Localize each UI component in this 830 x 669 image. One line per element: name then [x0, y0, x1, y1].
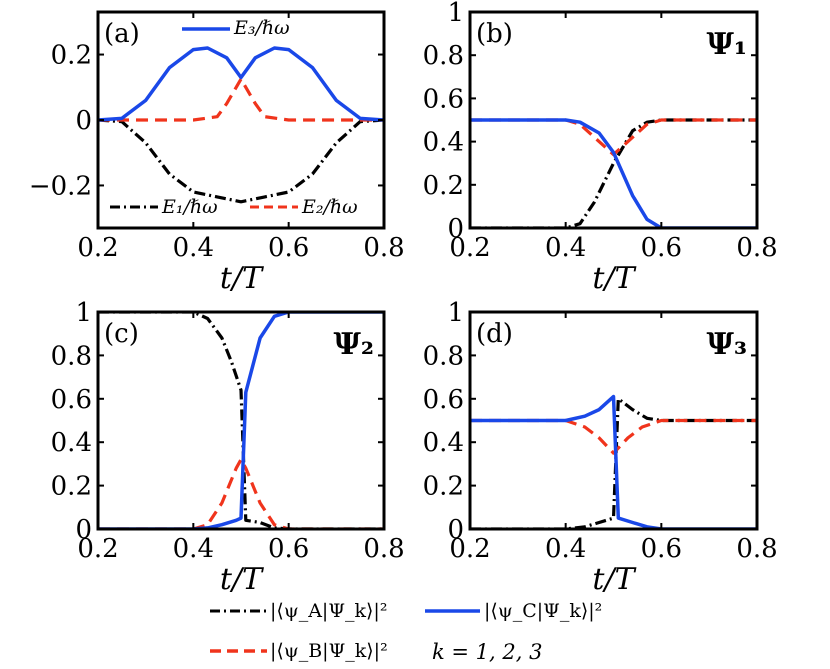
- ytick-label-d-3: 0.6: [423, 385, 464, 415]
- state-label-b: Ψ₁: [706, 27, 747, 62]
- x-axis-label-b: t/T: [592, 261, 636, 296]
- xtick-label-c-2: 0.6: [268, 534, 309, 564]
- xtick-label-a-2: 0.6: [268, 233, 309, 263]
- panel-label-a: (a): [104, 19, 140, 49]
- series-a-blue-solid: [98, 46, 384, 122]
- series-c-red-dashed: [98, 458, 384, 529]
- legend-label-a: |⟨ψ_A|Ψ_k⟩|²: [270, 600, 387, 622]
- panel-c: 0.2 0.4 0.6 0.800.20.40.60.81t/T(c) Ψ₂: [51, 298, 405, 597]
- axes-frame-b: [468, 10, 759, 230]
- series-a-black-dashdot: [98, 118, 384, 204]
- axes-frame-d: [468, 310, 759, 531]
- axes-frame-c: [96, 310, 386, 531]
- xtick-label-d-3: 0.8: [736, 534, 777, 564]
- series-b-blue-solid: [470, 118, 757, 228]
- xtick-label-d-2: 0.6: [641, 534, 682, 564]
- ytick-label-b-3: 0.6: [423, 84, 464, 114]
- legend-a-label-e1: E₁/ℏω: [161, 196, 218, 218]
- state-label-c: Ψ₂: [333, 327, 374, 362]
- ytick-label-c-4: 0.8: [51, 341, 92, 371]
- xtick-label-c-1: 0.4: [173, 534, 214, 564]
- panel-label-b: (b): [476, 19, 513, 49]
- ytick-label-b-4: 0.8: [423, 41, 464, 71]
- legend-note: k = 1, 2, 3: [432, 640, 542, 664]
- series-d-red-dashed: [470, 418, 757, 455]
- legend-a-label-e2: E₂/ℏω: [301, 196, 358, 218]
- xtick-label-c-3: 0.8: [363, 534, 404, 564]
- xtick-label-c-0: 0.2: [77, 534, 118, 564]
- x-axis-label-d: t/T: [592, 562, 636, 597]
- ytick-label-d-0: 0: [447, 515, 464, 545]
- ytick-label-b-2: 0.4: [423, 128, 464, 158]
- xtick-label-a-3: 0.8: [363, 233, 404, 263]
- ytick-label-a-0: −0.2: [29, 171, 92, 201]
- ytick-label-a-1: 0: [75, 106, 92, 136]
- panel-a: 0.2 0.4 0.6 0.8 −0.2 0 0.2 t/T (a) E₃/ℏω E₁/ℏω E₂/ℏ…: [29, 10, 405, 296]
- panel-label-d: (d): [476, 319, 513, 349]
- series-group-b: [470, 118, 757, 228]
- ytick-label-c-0: 0: [75, 515, 92, 545]
- ytick-label-c-3: 0.6: [51, 385, 92, 415]
- ytick-label-d-4: 0.8: [423, 341, 464, 371]
- panel-label-c: (c): [104, 319, 139, 349]
- ytick-label-d-5: 1: [447, 298, 464, 328]
- x-axis-label-c: t/T: [220, 562, 264, 597]
- xtick-label-a-1: 0.4: [173, 233, 214, 263]
- legend-label-c: |⟨ψ_C|Ψ_k⟩|²: [484, 600, 602, 622]
- ytick-label-b-5: 1: [447, 0, 464, 28]
- xtick-label-b-3: 0.8: [736, 233, 777, 263]
- panel-b: 0.2 0.4 0.6 0.800.20.40.60.81t/T(b) Ψ₁: [423, 0, 778, 296]
- xtick-label-d-1: 0.4: [545, 534, 586, 564]
- xtick-label-b-2: 0.6: [641, 233, 682, 263]
- series-b-black-dashdot: [470, 118, 757, 228]
- ytick-label-b-0: 0: [447, 214, 464, 244]
- legend-a-label-e3: E₃/ℏω: [233, 17, 290, 39]
- series-a-red-dashed: [98, 77, 384, 122]
- series-group-a: [98, 46, 384, 204]
- xtick-label-d-0: 0.2: [449, 534, 490, 564]
- state-label-d: Ψ₃: [706, 327, 747, 362]
- xtick-label-b-1: 0.4: [545, 233, 586, 263]
- ytick-label-d-1: 0.2: [423, 472, 464, 502]
- legend: |⟨ψ_A|Ψ_k⟩|² |⟨ψ_C|Ψ_k⟩|² |⟨ψ_B|Ψ_k⟩|² k…: [210, 600, 602, 664]
- series-c-black-dashdot: [98, 312, 384, 529]
- ytick-label-c-5: 1: [75, 298, 92, 328]
- ytick-label-c-2: 0.4: [51, 428, 92, 458]
- xtick-label-b-0: 0.2: [449, 233, 490, 263]
- x-axis-label-a: t/T: [220, 261, 264, 296]
- ytick-label-b-1: 0.2: [423, 171, 464, 201]
- legend-label-b: |⟨ψ_B|Ψ_k⟩|²: [270, 640, 388, 662]
- xtick-label-a-0: 0.2: [77, 233, 118, 263]
- series-b-red-dashed: [470, 118, 757, 157]
- series-group-d: [470, 394, 757, 529]
- ytick-label-d-2: 0.4: [423, 428, 464, 458]
- ytick-label-c-1: 0.2: [51, 472, 92, 502]
- ytick-label-a-2: 0.2: [51, 41, 92, 71]
- panel-d: 0.2 0.4 0.6 0.800.20.40.60.81t/T(d) Ψ₃: [423, 298, 778, 597]
